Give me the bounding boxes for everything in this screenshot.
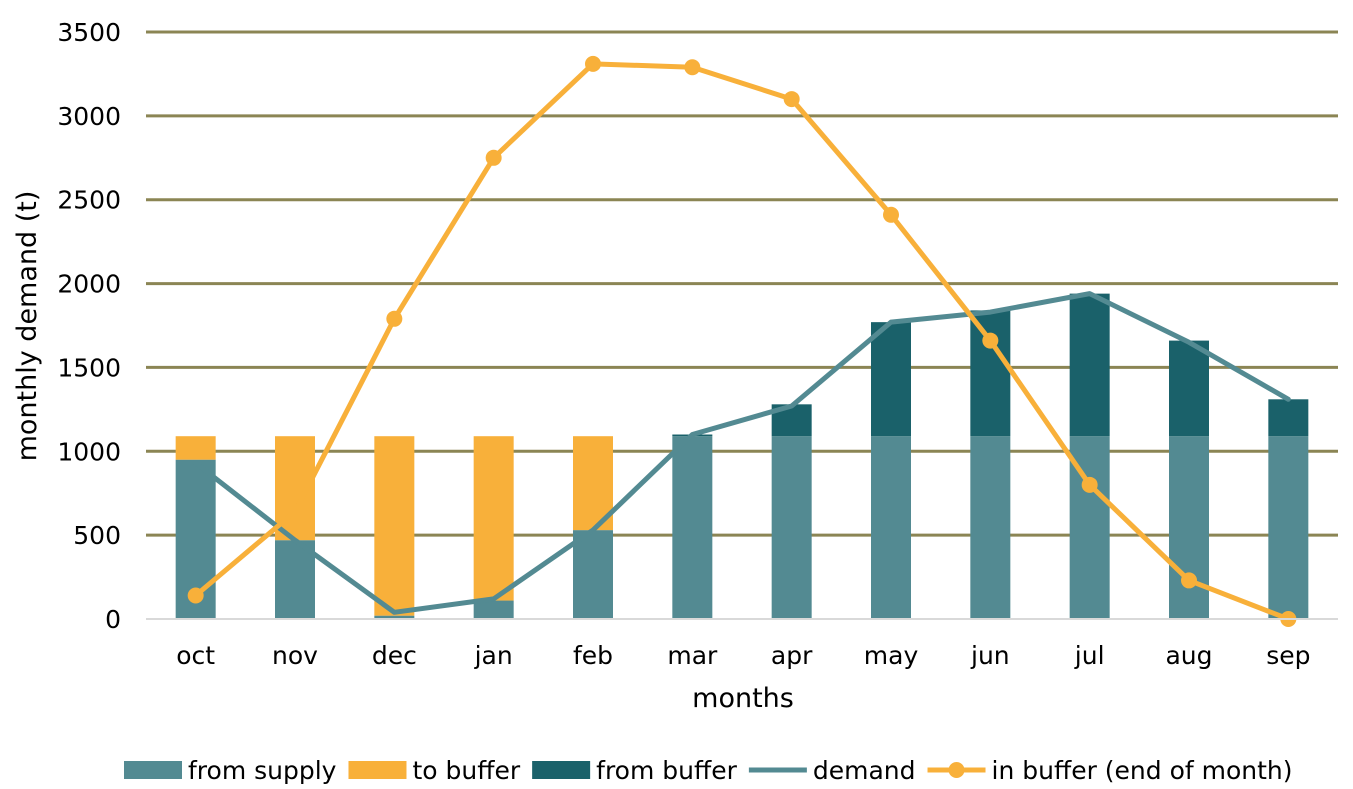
legend-swatch xyxy=(348,761,407,779)
line-point xyxy=(982,332,999,349)
x-tick-label: aug xyxy=(1165,641,1212,670)
bar-series xyxy=(175,293,1309,619)
gridlines xyxy=(146,30,1338,537)
bar-segment xyxy=(374,615,415,619)
legend-swatch xyxy=(124,761,182,779)
line-series xyxy=(187,55,1297,627)
x-tick-label: oct xyxy=(176,641,215,670)
x-tick-label: may xyxy=(864,641,919,670)
legend-label: in buffer (end of month) xyxy=(992,756,1293,785)
bar-segment xyxy=(1069,293,1110,437)
series-line xyxy=(193,61,1291,622)
legend-label: from buffer xyxy=(596,756,737,785)
x-tick-label: feb xyxy=(573,641,613,670)
bar-segment xyxy=(573,530,613,619)
x-tick-label: apr xyxy=(771,641,813,670)
bar-segment xyxy=(871,322,911,437)
y-tick-label: 0 xyxy=(105,605,121,634)
y-axis-title: monthly demand (t) xyxy=(12,191,43,462)
x-tick-label: jul xyxy=(1074,641,1105,670)
x-tick-label: nov xyxy=(272,641,318,670)
series-line xyxy=(193,291,1291,615)
bar-segment xyxy=(970,310,1011,437)
line-point xyxy=(485,149,502,166)
x-axis-title: months xyxy=(692,683,794,714)
bar-segment xyxy=(1268,399,1309,437)
bar-segment xyxy=(1268,436,1309,619)
legend: from supply to buffer from buffer demand in … xyxy=(124,756,1293,785)
line-point xyxy=(684,59,701,76)
legend-swatch xyxy=(532,761,591,779)
line-point xyxy=(585,55,601,72)
legend-marker xyxy=(948,762,965,778)
line-point xyxy=(386,310,403,327)
bar-segment xyxy=(1169,340,1209,437)
x-tick-label: jun xyxy=(970,641,1010,670)
bar-segment xyxy=(1169,436,1209,619)
bar-segment xyxy=(871,436,911,619)
bar-segment xyxy=(473,600,514,619)
line-point xyxy=(287,503,303,520)
legend-label: to buffer xyxy=(412,756,520,785)
line-point xyxy=(783,91,800,108)
x-tick-label: jan xyxy=(474,641,513,670)
bar-segment xyxy=(672,436,713,619)
bar-segment xyxy=(473,436,514,601)
y-tick-label: 2000 xyxy=(57,270,121,299)
legend-label: from supply xyxy=(188,756,337,785)
line-point xyxy=(883,206,899,223)
y-tick-label: 3000 xyxy=(57,102,121,131)
axes: 0 500 1000 1500 2000 2500 3000 3500 oct nov dec jan… xyxy=(57,18,1338,670)
line-point xyxy=(1081,476,1098,493)
bar-segment xyxy=(970,436,1011,619)
x-tick-label: mar xyxy=(667,641,718,670)
y-tick-label: 500 xyxy=(73,521,121,550)
legend-label: demand xyxy=(813,756,916,785)
x-tick-label: sep xyxy=(1266,641,1310,670)
y-tick-label: 1500 xyxy=(57,353,121,382)
y-tick-label: 2500 xyxy=(57,186,121,215)
y-tick-label: 3500 xyxy=(57,18,121,47)
bar-segment xyxy=(275,540,315,619)
line-point xyxy=(1181,572,1197,589)
bar-segment xyxy=(374,436,415,616)
y-tick-label: 1000 xyxy=(57,437,121,466)
bar-segment xyxy=(771,436,812,619)
bar-segment xyxy=(175,436,216,460)
line-point xyxy=(187,587,204,604)
x-tick-label: dec xyxy=(372,641,417,670)
